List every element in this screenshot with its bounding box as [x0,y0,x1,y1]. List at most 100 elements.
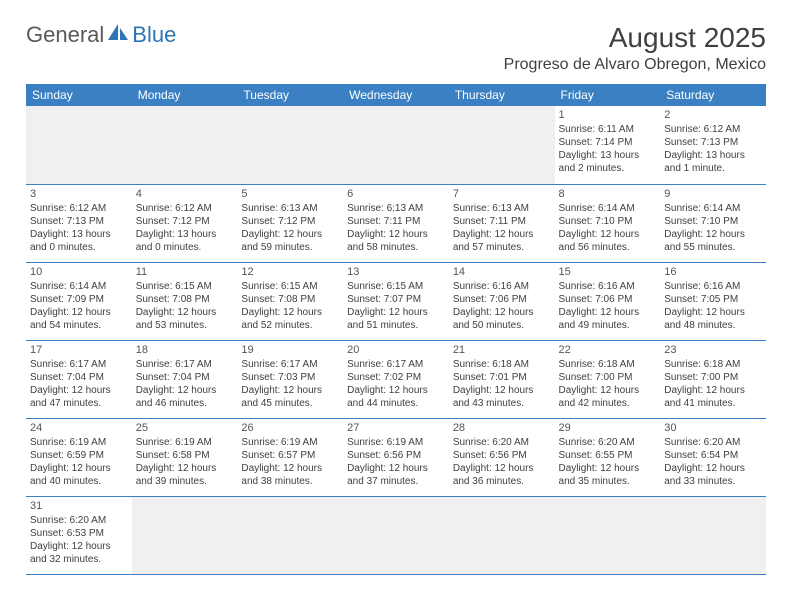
daylight-text: and 42 minutes. [559,397,657,410]
day-header: Sunday [26,84,132,106]
sunset-text: Sunset: 7:12 PM [241,215,339,228]
daylight-text: Daylight: 12 hours [241,228,339,241]
day-cell: 30Sunrise: 6:20 AMSunset: 6:54 PMDayligh… [660,418,766,496]
day-cell: 6Sunrise: 6:13 AMSunset: 7:11 PMDaylight… [343,184,449,262]
daylight-text: Daylight: 12 hours [30,540,128,553]
day-number: 2 [664,108,762,122]
day-cell: 27Sunrise: 6:19 AMSunset: 6:56 PMDayligh… [343,418,449,496]
empty-cell [449,106,555,184]
sunrise-text: Sunrise: 6:17 AM [347,358,445,371]
sunset-text: Sunset: 7:13 PM [664,136,762,149]
logo: General Blue [26,22,176,48]
sunrise-text: Sunrise: 6:20 AM [453,436,551,449]
day-cell: 28Sunrise: 6:20 AMSunset: 6:56 PMDayligh… [449,418,555,496]
day-header-row: SundayMondayTuesdayWednesdayThursdayFrid… [26,84,766,106]
daylight-text: and 0 minutes. [136,241,234,254]
day-cell: 10Sunrise: 6:14 AMSunset: 7:09 PMDayligh… [26,262,132,340]
day-number: 31 [30,499,128,513]
day-cell: 9Sunrise: 6:14 AMSunset: 7:10 PMDaylight… [660,184,766,262]
sunset-text: Sunset: 7:08 PM [136,293,234,306]
day-header: Thursday [449,84,555,106]
sunrise-text: Sunrise: 6:15 AM [136,280,234,293]
daylight-text: Daylight: 12 hours [241,462,339,475]
sunrise-text: Sunrise: 6:12 AM [664,123,762,136]
day-cell: 4Sunrise: 6:12 AMSunset: 7:12 PMDaylight… [132,184,238,262]
calendar-body: 1Sunrise: 6:11 AMSunset: 7:14 PMDaylight… [26,106,766,574]
week-row: 3Sunrise: 6:12 AMSunset: 7:13 PMDaylight… [26,184,766,262]
daylight-text: and 36 minutes. [453,475,551,488]
sunrise-text: Sunrise: 6:17 AM [30,358,128,371]
daylight-text: and 48 minutes. [664,319,762,332]
day-cell: 3Sunrise: 6:12 AMSunset: 7:13 PMDaylight… [26,184,132,262]
day-cell: 8Sunrise: 6:14 AMSunset: 7:10 PMDaylight… [555,184,661,262]
sunrise-text: Sunrise: 6:12 AM [136,202,234,215]
daylight-text: and 2 minutes. [559,162,657,175]
day-number: 4 [136,187,234,201]
sunset-text: Sunset: 6:56 PM [347,449,445,462]
location: Progreso de Alvaro Obregon, Mexico [504,56,766,74]
day-cell: 18Sunrise: 6:17 AMSunset: 7:04 PMDayligh… [132,340,238,418]
day-number: 7 [453,187,551,201]
sunset-text: Sunset: 6:54 PM [664,449,762,462]
day-cell: 26Sunrise: 6:19 AMSunset: 6:57 PMDayligh… [237,418,343,496]
daylight-text: Daylight: 12 hours [241,384,339,397]
daylight-text: and 32 minutes. [30,553,128,566]
daylight-text: Daylight: 12 hours [664,228,762,241]
daylight-text: and 51 minutes. [347,319,445,332]
logo-text-blue: Blue [132,22,176,48]
day-number: 29 [559,421,657,435]
empty-cell [660,496,766,574]
daylight-text: Daylight: 12 hours [453,228,551,241]
daylight-text: and 56 minutes. [559,241,657,254]
week-row: 24Sunrise: 6:19 AMSunset: 6:59 PMDayligh… [26,418,766,496]
sunrise-text: Sunrise: 6:17 AM [241,358,339,371]
day-cell: 22Sunrise: 6:18 AMSunset: 7:00 PMDayligh… [555,340,661,418]
sunset-text: Sunset: 7:02 PM [347,371,445,384]
day-number: 12 [241,265,339,279]
sunrise-text: Sunrise: 6:18 AM [664,358,762,371]
logo-text-general: General [26,22,104,48]
empty-cell [26,106,132,184]
sunrise-text: Sunrise: 6:15 AM [347,280,445,293]
day-number: 1 [559,108,657,122]
daylight-text: Daylight: 12 hours [664,384,762,397]
sunset-text: Sunset: 6:55 PM [559,449,657,462]
daylight-text: Daylight: 12 hours [241,306,339,319]
empty-cell [237,106,343,184]
day-cell: 13Sunrise: 6:15 AMSunset: 7:07 PMDayligh… [343,262,449,340]
daylight-text: and 44 minutes. [347,397,445,410]
daylight-text: Daylight: 12 hours [347,462,445,475]
title-block: August 2025 Progreso de Alvaro Obregon, … [504,22,766,74]
daylight-text: Daylight: 12 hours [559,384,657,397]
sunrise-text: Sunrise: 6:20 AM [30,514,128,527]
sunrise-text: Sunrise: 6:14 AM [30,280,128,293]
day-header: Wednesday [343,84,449,106]
daylight-text: and 0 minutes. [30,241,128,254]
daylight-text: Daylight: 12 hours [347,228,445,241]
day-number: 15 [559,265,657,279]
sunrise-text: Sunrise: 6:14 AM [559,202,657,215]
sunset-text: Sunset: 7:06 PM [559,293,657,306]
day-cell: 17Sunrise: 6:17 AMSunset: 7:04 PMDayligh… [26,340,132,418]
sunrise-text: Sunrise: 6:19 AM [241,436,339,449]
week-row: 10Sunrise: 6:14 AMSunset: 7:09 PMDayligh… [26,262,766,340]
daylight-text: and 57 minutes. [453,241,551,254]
sunset-text: Sunset: 6:59 PM [30,449,128,462]
daylight-text: and 49 minutes. [559,319,657,332]
header: General Blue August 2025 Progreso de Alv… [26,22,766,74]
daylight-text: and 45 minutes. [241,397,339,410]
day-cell: 7Sunrise: 6:13 AMSunset: 7:11 PMDaylight… [449,184,555,262]
daylight-text: Daylight: 12 hours [664,462,762,475]
day-cell: 23Sunrise: 6:18 AMSunset: 7:00 PMDayligh… [660,340,766,418]
day-number: 21 [453,343,551,357]
sunrise-text: Sunrise: 6:11 AM [559,123,657,136]
day-cell: 20Sunrise: 6:17 AMSunset: 7:02 PMDayligh… [343,340,449,418]
day-cell: 2Sunrise: 6:12 AMSunset: 7:13 PMDaylight… [660,106,766,184]
sunrise-text: Sunrise: 6:16 AM [664,280,762,293]
daylight-text: Daylight: 12 hours [453,306,551,319]
sunrise-text: Sunrise: 6:18 AM [559,358,657,371]
sunset-text: Sunset: 7:10 PM [664,215,762,228]
day-number: 25 [136,421,234,435]
daylight-text: and 39 minutes. [136,475,234,488]
day-header: Tuesday [237,84,343,106]
